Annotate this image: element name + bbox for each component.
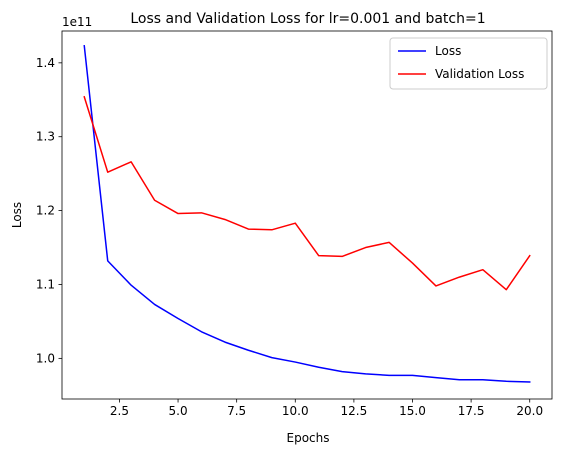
chart-title: Loss and Validation Loss for lr=0.001 an… xyxy=(130,11,485,27)
x-tick-label: 20.0 xyxy=(516,404,543,418)
legend-label-validation-loss: Validation Loss xyxy=(435,67,524,81)
y-tick-label: 1.2 xyxy=(36,204,55,218)
x-tick-label: 2.5 xyxy=(110,404,129,418)
x-tick-label: 5.0 xyxy=(169,404,188,418)
x-axis-label: Epochs xyxy=(287,431,330,445)
x-tick-label: 15.0 xyxy=(399,404,426,418)
legend-label-loss: Loss xyxy=(435,44,461,58)
legend-box xyxy=(390,38,547,89)
x-tick-label: 17.5 xyxy=(458,404,485,418)
x-tick-label: 7.5 xyxy=(227,404,246,418)
x-tick-label: 12.5 xyxy=(341,404,368,418)
y-axis-label: Loss xyxy=(10,202,24,228)
y-tick-label: 1.0 xyxy=(36,351,55,365)
legend: Loss Validation Loss xyxy=(390,38,547,89)
y-axis-offset-label: 1e11 xyxy=(62,15,92,29)
y-tick-label: 1.4 xyxy=(36,56,55,70)
y-tick-label: 1.1 xyxy=(36,277,55,291)
x-tick-label: 10.0 xyxy=(282,404,309,418)
y-tick-label: 1.3 xyxy=(36,130,55,144)
